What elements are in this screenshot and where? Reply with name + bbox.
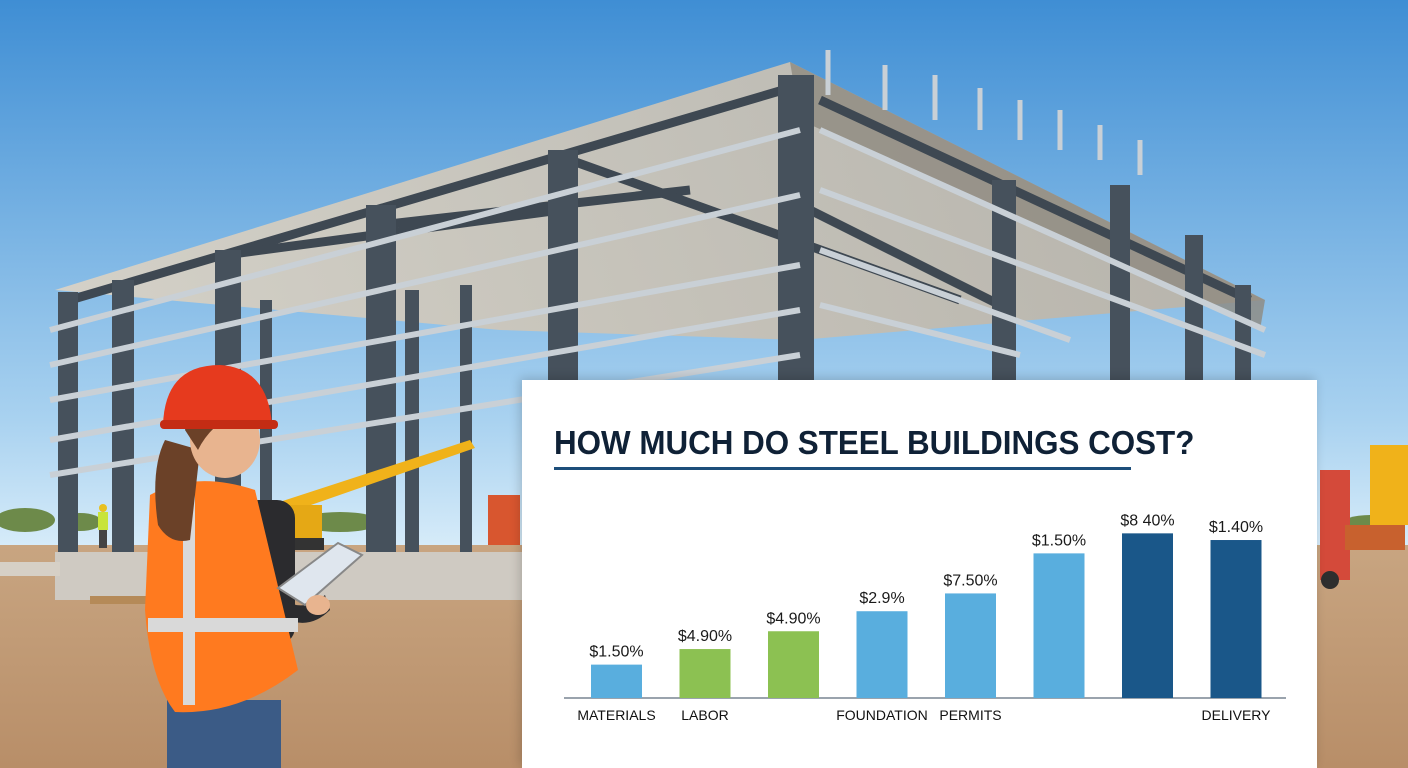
bar-3 [768, 631, 819, 698]
category-label-8: DELIVERY [1202, 707, 1272, 723]
bar-8 [1210, 540, 1262, 698]
bar-6 [1033, 553, 1085, 698]
data-label-4: $2.9% [859, 590, 904, 607]
category-label-2: LABOR [681, 707, 728, 723]
right-equipment [1320, 445, 1408, 589]
roof-rafters [68, 80, 1252, 315]
data-labels: $1.50% $4.90% $4.90% $2.9% $7.50% $1.50% $8 40… [589, 512, 1263, 660]
roof-deck [55, 62, 1265, 340]
inspector-worker [145, 365, 364, 768]
data-label-5: $7.50% [943, 572, 997, 589]
cost-chart-panel: HOW MUCH DO STEEL BUILDINGS COST? $1.50%… [522, 380, 1317, 768]
distant-worker [98, 504, 108, 548]
bar-1 [591, 664, 642, 698]
bar-chart: $1.50% $4.90% $4.90% $2.9% $7.50% $1.50% $8 40… [564, 512, 1286, 723]
category-label-4: FOUNDATION [836, 707, 928, 723]
category-label-1: MATERIALS [577, 707, 655, 723]
chart-title: HOW MUCH DO STEEL BUILDINGS COST? [554, 424, 1195, 461]
data-label-1: $1.50% [589, 644, 643, 661]
data-label-3: $4.90% [766, 610, 820, 627]
bar-7 [1122, 533, 1173, 698]
category-labels: MATERIALS LABOR FOUNDATION PERMITS DELIVERY [577, 707, 1271, 723]
category-label-5: PERMITS [939, 707, 1001, 723]
bar-5 [945, 593, 996, 698]
data-label-8: $1.40% [1209, 519, 1263, 536]
data-label-7: $8 40% [1120, 512, 1174, 529]
bar-2 [679, 649, 731, 698]
data-label-2: $4.90% [678, 628, 732, 645]
bars [591, 533, 1262, 698]
title-underline [554, 467, 1131, 470]
bar-4 [856, 611, 908, 698]
orange-lift [488, 495, 520, 545]
roof-purlins [825, 50, 1143, 175]
data-label-6: $1.50% [1032, 532, 1086, 549]
